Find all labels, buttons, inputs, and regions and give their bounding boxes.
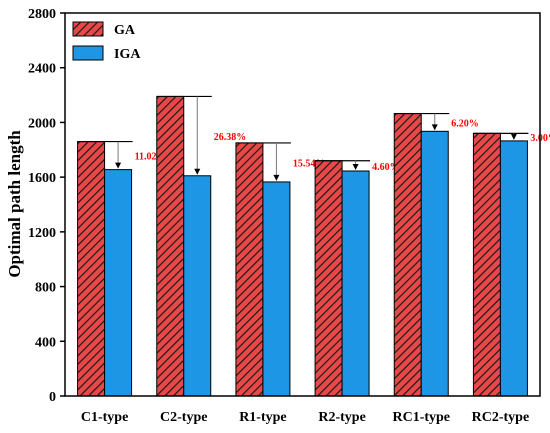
reduction-percentage: 26.38% [214, 132, 247, 143]
y-tick-label: 1600 [28, 171, 56, 186]
bar-ga [472, 132, 501, 397]
bar-ga [156, 95, 185, 397]
plot-frame [64, 12, 541, 397]
legend-swatch-iga [72, 45, 104, 61]
bar-ga [314, 160, 343, 397]
x-category-label: RC2-type [472, 410, 530, 425]
reduction-percentage: 4.60% [372, 162, 400, 173]
bar-iga [499, 140, 528, 397]
legend-swatch-ga [72, 21, 104, 37]
reduction-arrow-head [510, 133, 517, 140]
y-axis-label: Optimal path length [5, 130, 24, 278]
legend-label-ga: GA [114, 23, 136, 38]
reduction-percentage: 11.02% [135, 152, 167, 163]
x-category-label: RC1-type [392, 410, 450, 425]
reduction-arrow-head [273, 174, 280, 181]
bar-iga [183, 175, 212, 397]
legend-label-iga: IGA [114, 47, 141, 62]
reduction-arrow-head [194, 168, 201, 175]
y-tick-label: 0 [49, 390, 56, 405]
y-tick-label: 2800 [28, 7, 56, 22]
bar-ga [235, 142, 264, 397]
y-tick-label: 1200 [28, 226, 56, 241]
x-category-label: C1-type [81, 410, 128, 425]
x-category-label: C2-type [160, 410, 207, 425]
y-tick-label: 800 [35, 281, 56, 296]
bar-iga [262, 181, 291, 397]
y-tick-label: 2000 [28, 116, 56, 131]
bar-ga [77, 141, 106, 397]
bar-iga [341, 170, 370, 397]
x-category-label: R1-type [239, 410, 286, 425]
reduction-arrow-head [352, 163, 359, 170]
reduction-arrow-head [115, 162, 122, 169]
reduction-percentage: 15.54% [293, 158, 326, 169]
bar-ga [393, 113, 422, 397]
y-tick-label: 400 [35, 335, 56, 350]
y-tick-label: 2400 [28, 62, 56, 77]
reduction-percentage: 6.20% [451, 118, 479, 129]
bar-iga [104, 169, 133, 397]
reduction-arrow-head [431, 124, 438, 131]
bar-iga [420, 130, 449, 397]
x-category-label: R2-type [318, 410, 365, 425]
